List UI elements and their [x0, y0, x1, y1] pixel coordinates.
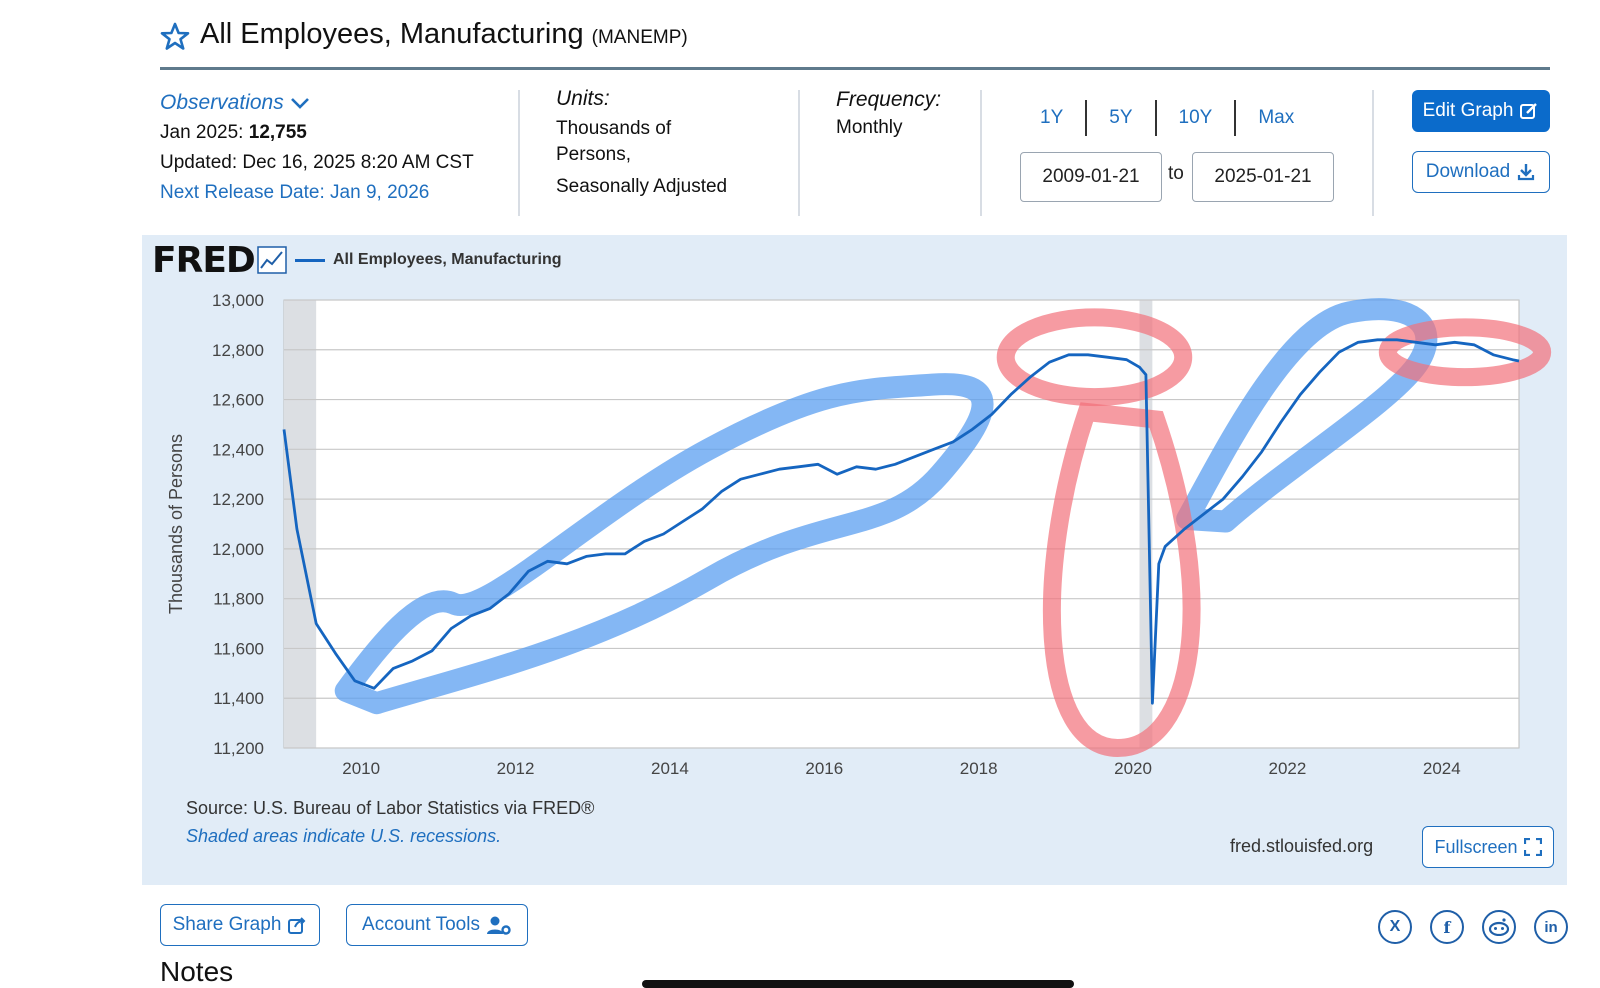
end-date-input[interactable]: 2025-01-21 [1192, 152, 1334, 202]
y-tick-label: 12,000 [212, 540, 264, 559]
account-tools-label: Account Tools [362, 914, 480, 935]
x-tick-label: 2024 [1423, 759, 1461, 778]
edit-graph-button[interactable]: Edit Graph [1412, 90, 1550, 132]
frequency-label: Frequency: [836, 88, 942, 111]
fullscreen-icon [1523, 838, 1542, 856]
observations-panel: Observations Jan 2025: 12,755 Updated: D… [160, 88, 474, 208]
updated-text: Updated: Dec 16, 2025 8:20 AM CST [160, 152, 474, 173]
download-label: Download [1425, 161, 1511, 182]
recession-note-link[interactable]: Shaded areas indicate U.S. recessions. [186, 826, 502, 846]
home-indicator [642, 980, 1074, 988]
chart-icon [257, 246, 287, 274]
range-divider [1154, 100, 1157, 136]
download-icon [1518, 164, 1535, 181]
highlight-stroke-blue [334, 373, 994, 715]
reddit-share-icon[interactable] [1482, 910, 1516, 944]
latest-observation: Jan 2025: 12,755 [160, 122, 307, 143]
date-to-label: to [1168, 163, 1184, 184]
x-tick-label: 2018 [960, 759, 998, 778]
divider [518, 90, 520, 216]
latest-value: 12,755 [248, 122, 307, 143]
legend-swatch [295, 259, 325, 262]
units-line-2: Persons, [556, 144, 631, 165]
edit-graph-label: Edit Graph [1422, 100, 1514, 121]
reddit-icon [1488, 918, 1510, 936]
facebook-share-icon[interactable]: f [1430, 910, 1464, 944]
y-tick-label: 13,000 [212, 291, 264, 310]
share-icon [288, 917, 306, 934]
y-axis-label: Thousands of Persons [166, 434, 186, 614]
edit-icon [1520, 103, 1538, 119]
fred-logo: FRED [152, 240, 256, 281]
x-tick-label: 2012 [497, 759, 535, 778]
range-5y-button[interactable]: 5Y [1109, 107, 1133, 128]
x-tick-label: 2010 [342, 759, 380, 778]
divider [980, 90, 982, 216]
legend-label: All Employees, Manufacturing [333, 251, 562, 268]
range-max-button[interactable]: Max [1258, 107, 1295, 128]
y-tick-label: 11,400 [213, 689, 264, 708]
x-tick-label: 2020 [1114, 759, 1152, 778]
source-text: Source: U.S. Bureau of Labor Statistics … [186, 798, 595, 818]
frequency-panel: Frequency: Monthly [836, 86, 941, 142]
next-release-link[interactable]: Next Release Date: Jan 9, 2026 [160, 182, 430, 203]
notes-heading: Notes [160, 956, 234, 987]
y-tick-label: 11,600 [213, 639, 264, 658]
y-tick-label: 12,800 [212, 341, 264, 360]
y-tick-label: 11,200 [213, 739, 264, 758]
recession-band-2 [1139, 300, 1153, 748]
observations-label: Observations [160, 91, 284, 114]
units-line-1: Thousands of [556, 118, 672, 139]
series-id: (MANEMP) [591, 27, 688, 48]
divider [1372, 90, 1374, 216]
y-tick-label: 12,400 [212, 440, 264, 459]
start-date-input[interactable]: 2009-01-21 [1020, 152, 1162, 202]
fullscreen-label: Fullscreen [1434, 836, 1518, 857]
x-tick-label: 2014 [651, 759, 689, 778]
highlight-stroke-red [1378, 318, 1552, 387]
highlight-stroke-red [996, 308, 1193, 407]
title-divider [160, 67, 1550, 70]
y-tick-label: 12,600 [212, 391, 264, 410]
linkedin-share-icon[interactable]: in [1534, 910, 1568, 944]
social-links: X f in [1378, 910, 1568, 944]
share-graph-button[interactable]: Share Graph [160, 904, 320, 946]
x-tick-label: 2016 [805, 759, 843, 778]
observations-dropdown[interactable]: Observations [160, 88, 474, 118]
highlight-stroke-red [1042, 402, 1201, 758]
range-divider [1085, 100, 1088, 136]
favorite-star-icon[interactable] [160, 22, 190, 52]
fullscreen-button[interactable]: Fullscreen [1422, 826, 1554, 868]
download-button[interactable]: Download [1412, 151, 1550, 193]
units-panel: Units: Thousands of Persons, Seasonally … [556, 86, 727, 200]
chevron-down-icon [290, 98, 309, 109]
units-line-3: Seasonally Adjusted [556, 176, 728, 197]
x-share-icon[interactable]: X [1378, 910, 1412, 944]
units-label: Units: [556, 87, 610, 110]
account-tools-button[interactable]: Account Tools [346, 904, 528, 946]
range-buttons: 1Y 5Y 10Y Max [1040, 100, 1294, 136]
page-title-row: All Employees, Manufacturing (MANEMP) [200, 18, 688, 51]
page-title: All Employees, Manufacturing [200, 18, 584, 50]
y-tick-label: 12,200 [212, 490, 264, 509]
share-graph-label: Share Graph [172, 914, 282, 935]
range-10y-button[interactable]: 10Y [1178, 107, 1213, 128]
range-divider [1234, 100, 1237, 136]
series-line [282, 338, 1520, 705]
user-gear-icon [486, 916, 511, 935]
y-tick-label: 11,800 [213, 590, 264, 609]
highlight-stroke-blue [1176, 298, 1438, 533]
chart-svg: 11,200 11,400 11,600 11,800 12,000 12,200 12,4… [166, 291, 1552, 778]
range-1y-button[interactable]: 1Y [1040, 107, 1064, 128]
frequency-value: Monthly [836, 117, 903, 138]
divider [798, 90, 800, 216]
x-tick-label: 2022 [1269, 759, 1307, 778]
recession-band-1 [284, 300, 317, 748]
site-url: fred.stlouisfed.org [1230, 836, 1374, 856]
